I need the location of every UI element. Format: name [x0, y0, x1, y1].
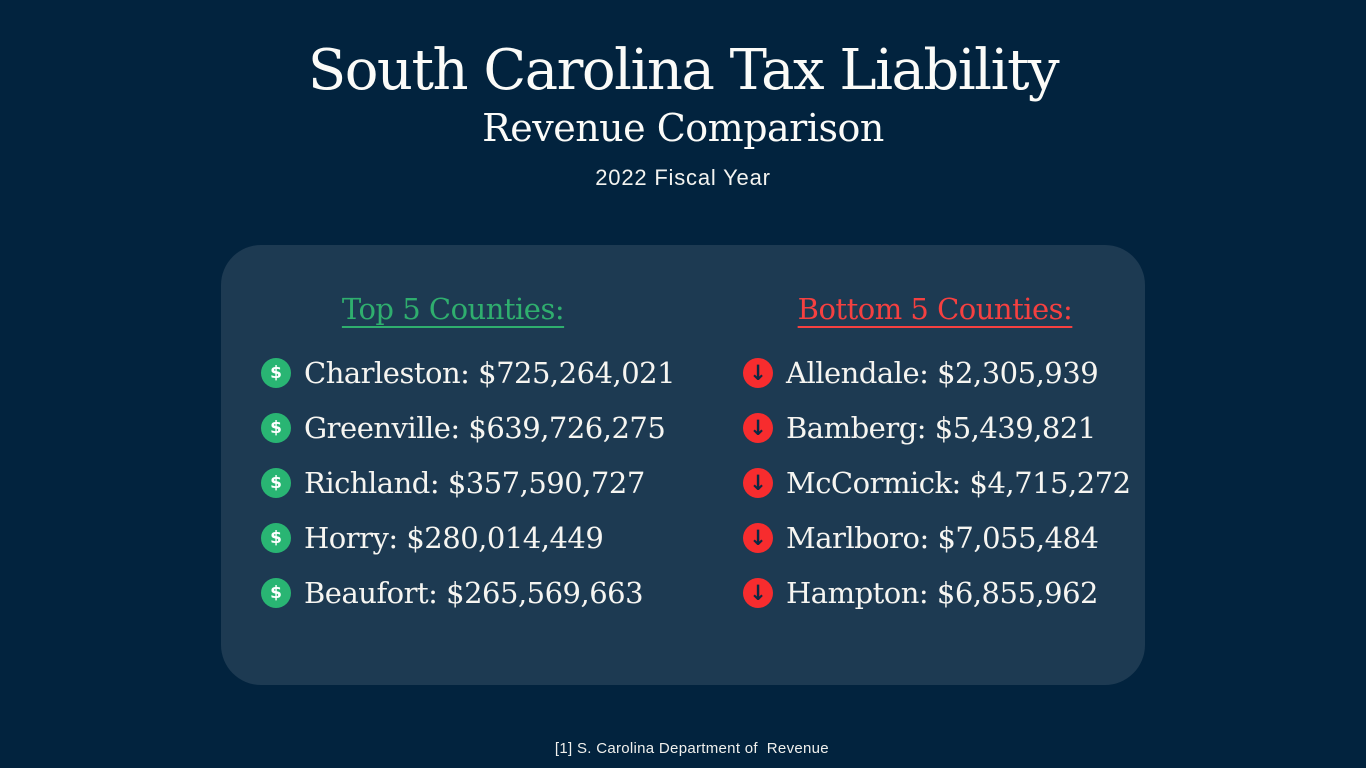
- down-arrow-glyph: ↓: [749, 580, 767, 605]
- dollar-glyph: $: [270, 363, 282, 383]
- down-arrow-glyph: ↓: [749, 470, 767, 495]
- dollar-circle-icon: $: [261, 523, 291, 553]
- page-title: South Carolina Tax Liability: [307, 38, 1060, 103]
- list-item: $ Greenville: $639,726,275: [261, 410, 743, 446]
- arrow-down-circle-icon: ↓: [743, 358, 773, 388]
- dollar-glyph: $: [270, 418, 282, 438]
- header: South Carolina Tax Liability Revenue Com…: [0, 0, 1366, 191]
- page-subtitle: Revenue Comparison: [482, 106, 884, 150]
- dollar-glyph: $: [270, 528, 282, 548]
- county-amount-text: McCormick: $4,715,272: [786, 466, 1131, 500]
- bottom-counties-heading: Bottom 5 Counties:: [797, 292, 1073, 326]
- dollar-circle-icon: $: [261, 468, 291, 498]
- down-arrow-glyph: ↓: [749, 415, 767, 440]
- list-item: $ Charleston: $725,264,021: [261, 355, 743, 391]
- list-item: ↓ McCormick: $4,715,272: [743, 465, 1135, 501]
- county-amount-text: Allendale: $2,305,939: [786, 356, 1099, 390]
- county-amount-text: Marlboro: $7,055,484: [786, 521, 1099, 555]
- source-note: [1] S. Carolina Department of Revenue: [0, 723, 1366, 768]
- arrow-down-circle-icon: ↓: [743, 578, 773, 608]
- county-amount-text: Horry: $280,014,449: [304, 521, 604, 555]
- list-item: ↓ Bamberg: $5,439,821: [743, 410, 1135, 446]
- top-counties-list: $ Charleston: $725,264,021 $ Greenville:…: [261, 355, 743, 611]
- list-item: ↓ Marlboro: $7,055,484: [743, 520, 1135, 556]
- arrow-down-circle-icon: ↓: [743, 523, 773, 553]
- dollar-glyph: $: [270, 473, 282, 493]
- county-amount-text: Richland: $357,590,727: [304, 466, 645, 500]
- dollar-circle-icon: $: [261, 413, 291, 443]
- county-amount-text: Bamberg: $5,439,821: [786, 411, 1096, 445]
- top-counties-column: Top 5 Counties: $ Charleston: $725,264,0…: [261, 289, 743, 685]
- list-item: ↓ Hampton: $6,855,962: [743, 575, 1135, 611]
- county-amount-text: Greenville: $639,726,275: [304, 411, 666, 445]
- arrow-down-circle-icon: ↓: [743, 413, 773, 443]
- bottom-counties-column: Bottom 5 Counties: ↓ Allendale: $2,305,9…: [743, 289, 1135, 685]
- citation-text: [1] S. Carolina Department of Revenue: [554, 740, 829, 757]
- county-amount-text: Hampton: $6,855,962: [786, 576, 1098, 610]
- list-item: $ Richland: $357,590,727: [261, 465, 743, 501]
- county-amount-text: Charleston: $725,264,021: [304, 356, 676, 390]
- comparison-card: Top 5 Counties: $ Charleston: $725,264,0…: [221, 245, 1145, 685]
- top-counties-heading: Top 5 Counties:: [341, 292, 565, 326]
- down-arrow-glyph: ↓: [749, 360, 767, 385]
- bottom-counties-list: ↓ Allendale: $2,305,939 ↓ Bamberg: $5,43…: [743, 355, 1135, 611]
- list-item: ↓ Allendale: $2,305,939: [743, 355, 1135, 391]
- down-arrow-glyph: ↓: [749, 525, 767, 550]
- list-item: $ Horry: $280,014,449: [261, 520, 743, 556]
- list-item: $ Beaufort: $265,569,663: [261, 575, 743, 611]
- county-amount-text: Beaufort: $265,569,663: [304, 576, 644, 610]
- dollar-circle-icon: $: [261, 578, 291, 608]
- dollar-circle-icon: $: [261, 358, 291, 388]
- dollar-glyph: $: [270, 583, 282, 603]
- fiscal-year-label: 2022 Fiscal Year: [595, 165, 771, 190]
- arrow-down-circle-icon: ↓: [743, 468, 773, 498]
